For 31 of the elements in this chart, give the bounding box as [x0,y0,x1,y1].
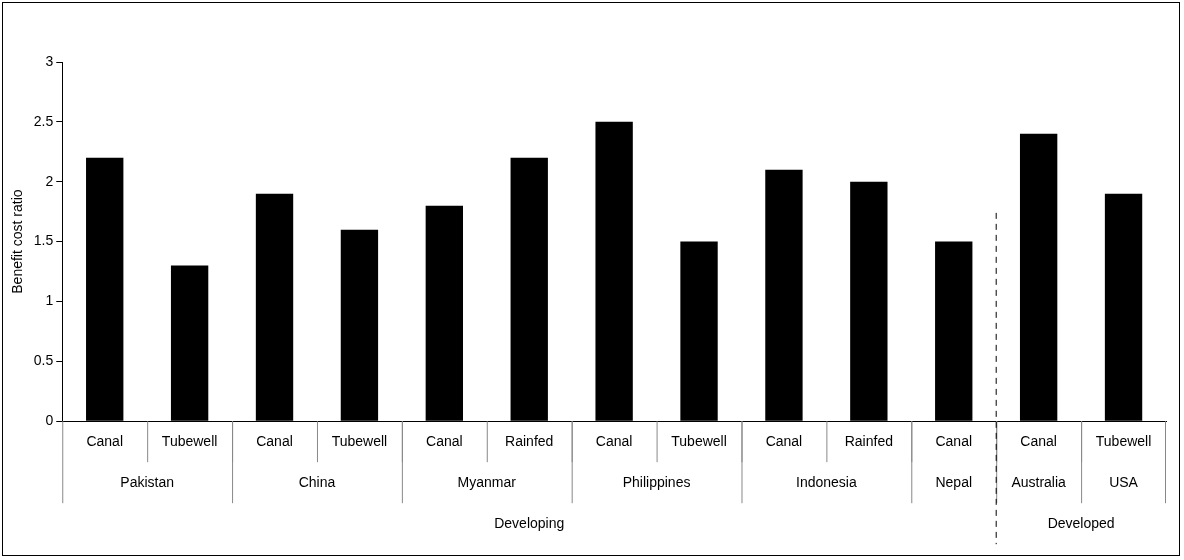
y-tick-label: 1 [45,292,54,309]
text: Indonesia [796,473,857,490]
x-tick-label: Canal [765,433,803,450]
text: USA [1109,473,1139,490]
y-axis-title: Benefit cost ratio [9,189,26,294]
x-tick-label: Canal [86,433,124,450]
text: Pakistan [120,473,175,490]
y-tick-label: 3 [45,52,54,69]
x-tick-label: Canal [1020,433,1057,450]
text: Australia [1011,473,1067,490]
y-tick-label: 0.5 [33,352,54,369]
y-tick-label: 2 [45,172,54,189]
text: Myanmar [457,473,517,490]
x-tick-label: Rainfed [505,433,554,450]
y-tick-label: 1.5 [33,232,54,249]
text: Philippines [622,473,691,490]
y-tick-label: 2.5 [33,112,54,129]
x-tick-label: Tubewell [671,433,727,450]
x-tick-label: Canal [595,433,633,450]
x-tick-label: Rainfed [844,433,893,450]
x-tick-label: Tubewell [331,433,388,450]
x-tick-label: Canal [935,433,973,450]
text: Developed [1047,514,1115,531]
text: China [298,473,336,490]
text: Developing [494,514,565,531]
x-tick-label: Tubewell [161,433,218,450]
x-tick-label: Canal [256,433,293,450]
x-tick-label: Canal [426,433,463,450]
y-tick-label: 0 [45,412,54,429]
x-tick-label: Tubewell [1095,433,1152,450]
text: Nepal [935,473,973,490]
